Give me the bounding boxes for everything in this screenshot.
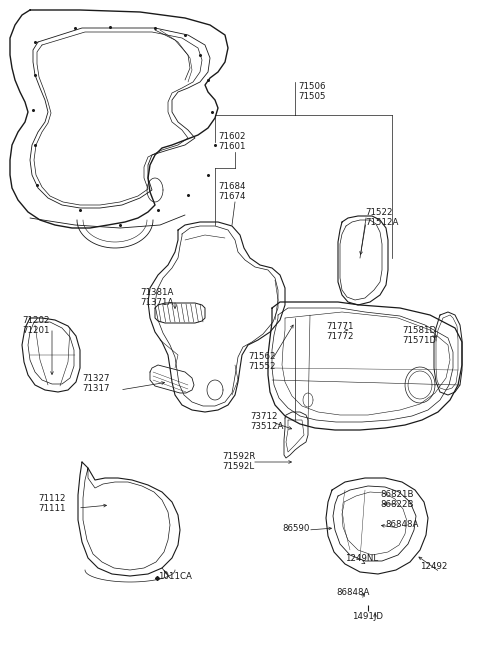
Text: 86590: 86590	[282, 524, 310, 533]
Text: 71202
71201: 71202 71201	[22, 316, 49, 335]
Text: 12492: 12492	[420, 562, 447, 571]
Text: 71602
71601: 71602 71601	[218, 132, 245, 152]
Text: 73712
73512A: 73712 73512A	[250, 412, 283, 432]
Text: 71522
71512A: 71522 71512A	[365, 208, 398, 228]
Text: 71327
71317: 71327 71317	[82, 374, 109, 394]
Text: 71684
71674: 71684 71674	[218, 182, 245, 201]
Text: 71506
71505: 71506 71505	[298, 82, 325, 102]
Text: 86848A: 86848A	[336, 588, 370, 597]
Text: 71112
71111: 71112 71111	[38, 494, 65, 514]
Text: 86848A: 86848A	[385, 520, 419, 529]
Text: 71581D
71571D: 71581D 71571D	[402, 326, 436, 346]
Text: 71592R
71592L: 71592R 71592L	[222, 452, 255, 472]
Text: 71562
71552: 71562 71552	[248, 352, 276, 371]
Text: 1249NL: 1249NL	[345, 554, 378, 563]
Text: 71771
71772: 71771 71772	[326, 322, 353, 341]
Text: 1011CA: 1011CA	[158, 572, 192, 581]
Text: 1491JD: 1491JD	[352, 612, 383, 621]
Text: 71381A
71371A: 71381A 71371A	[140, 288, 173, 308]
Text: 86821B
86822B: 86821B 86822B	[380, 490, 413, 510]
